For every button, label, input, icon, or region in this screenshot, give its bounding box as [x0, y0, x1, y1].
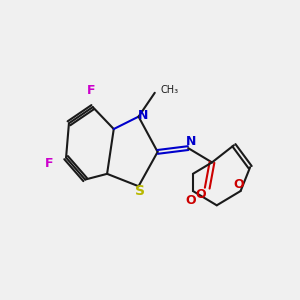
- Text: CH₃: CH₃: [160, 85, 178, 95]
- Text: N: N: [138, 109, 148, 122]
- Text: F: F: [87, 84, 95, 98]
- Text: S: S: [134, 184, 145, 198]
- Text: N: N: [186, 135, 196, 148]
- Text: O: O: [195, 188, 206, 201]
- Text: O: O: [186, 194, 196, 207]
- Text: F: F: [45, 157, 53, 170]
- Text: O: O: [233, 178, 244, 191]
